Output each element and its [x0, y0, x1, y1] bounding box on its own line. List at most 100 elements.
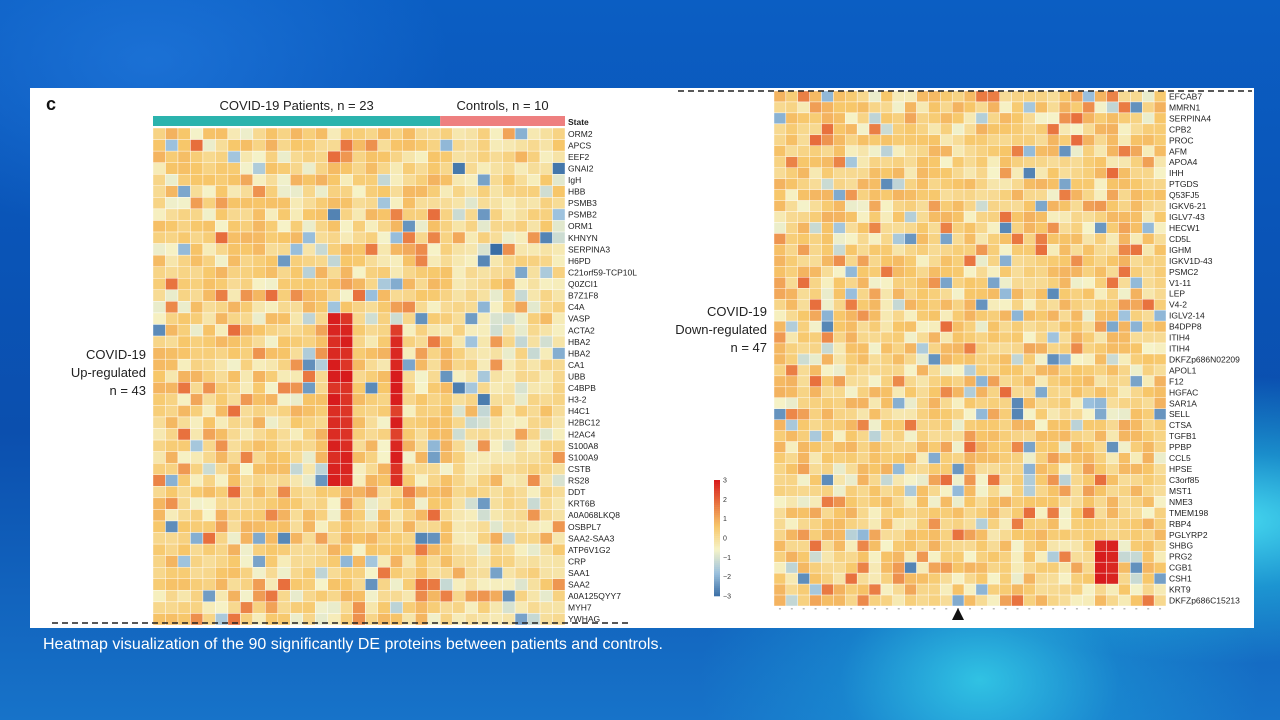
heatmap-cell	[527, 335, 541, 348]
heatmap-cell	[916, 331, 929, 344]
heatmap-cell	[1070, 178, 1084, 190]
heatmap-cell	[502, 567, 516, 579]
heatmap-cell	[514, 231, 528, 244]
heatmap-cell	[1153, 364, 1167, 377]
row-label: VASP	[568, 314, 590, 324]
heatmap-cell	[940, 266, 953, 278]
heatmap-cell	[227, 555, 241, 568]
heatmap-cell	[1023, 507, 1036, 519]
heatmap-cell	[1094, 211, 1107, 223]
heatmap-cell	[1047, 419, 1060, 431]
heatmap-cell	[365, 543, 378, 556]
column-tick	[802, 608, 805, 610]
heatmap-cell	[1118, 397, 1131, 409]
heatmap-cell	[1118, 101, 1131, 114]
heatmap-cell	[1058, 189, 1072, 201]
heatmap-cell	[1094, 145, 1107, 157]
row-label: OSBPL7	[568, 522, 601, 532]
colorbar-swatch	[714, 509, 720, 512]
heatmap-cell	[290, 462, 304, 475]
heatmap-cell	[1153, 408, 1167, 420]
row-label: GNAI2	[568, 163, 594, 173]
heatmap-cell	[265, 301, 279, 314]
heatmap-cell	[290, 150, 304, 163]
heatmap-cell	[1130, 485, 1143, 497]
heatmap-cell	[785, 551, 798, 563]
heatmap-cell	[414, 578, 428, 591]
heatmap-cell	[464, 509, 478, 522]
heatmap-cell	[377, 301, 391, 314]
heatmap-cell	[227, 601, 241, 614]
heatmap-cell	[821, 156, 834, 168]
heatmap-cell	[190, 590, 204, 603]
heatmap-cell	[904, 540, 917, 552]
heatmap-cell	[489, 439, 503, 452]
heatmap-cell	[821, 211, 834, 223]
heatmap-cell	[904, 572, 917, 585]
colorbar-swatch	[714, 580, 720, 583]
heatmap-cell	[999, 90, 1012, 103]
heatmap-cell	[439, 324, 453, 337]
heatmap-cell	[527, 370, 541, 383]
heatmap-cell	[489, 532, 503, 545]
row-label: PRG2	[1169, 552, 1192, 562]
heatmap-cell	[1153, 561, 1167, 574]
heatmap-cell	[1106, 244, 1119, 256]
heatmap-cell	[821, 364, 834, 377]
heatmap-cell	[1023, 430, 1036, 442]
heatmap-cell	[833, 189, 846, 201]
heatmap-cell	[227, 462, 241, 475]
heatmap-cell	[928, 353, 941, 366]
heatmap-cell	[868, 145, 882, 157]
colorbar-swatch	[714, 574, 720, 577]
heatmap-cell	[177, 162, 191, 175]
heatmap-cell	[1094, 200, 1107, 212]
heatmap-cell	[390, 127, 403, 140]
heatmap-cell	[975, 375, 989, 388]
heatmap-cell	[265, 451, 279, 464]
heatmap-cell	[315, 312, 328, 325]
heatmap-cell	[277, 220, 291, 233]
heatmap-cell	[821, 463, 834, 475]
heatmap-cell	[315, 208, 328, 221]
heatmap-cell	[951, 255, 965, 267]
heatmap-cell	[1035, 255, 1048, 267]
heatmap-cell	[1130, 353, 1143, 366]
heatmap-cell	[502, 127, 516, 140]
heatmap-cell	[502, 451, 516, 464]
heatmap-cell	[892, 288, 905, 300]
heatmap-cell	[327, 289, 341, 302]
heatmap-cell	[552, 613, 566, 626]
heatmap-cell	[190, 486, 204, 499]
heatmap-cell	[773, 397, 787, 409]
heatmap-cell	[240, 543, 254, 556]
heatmap-cell	[963, 583, 977, 596]
heatmap-cell	[489, 243, 503, 256]
heatmap-cell	[502, 289, 516, 302]
heatmap-cell	[892, 211, 905, 223]
heatmap-cell	[845, 561, 858, 574]
heatmap-cell	[539, 428, 553, 441]
heatmap-cell	[845, 485, 858, 497]
heatmap-cell	[1047, 594, 1060, 607]
heatmap-cell	[502, 405, 516, 418]
heatmap-cell	[315, 520, 328, 533]
heatmap-cell	[277, 312, 291, 325]
panel-label: c	[46, 94, 56, 114]
heatmap-cell	[402, 555, 416, 568]
heatmap-cell	[340, 520, 353, 533]
heatmap-cell	[1023, 331, 1036, 344]
heatmap-cell	[527, 590, 541, 603]
heatmap-cell	[1106, 364, 1119, 377]
heatmap-cell	[315, 231, 328, 244]
heatmap-cell	[252, 301, 266, 314]
heatmap-cell	[904, 200, 917, 212]
group-label: COVID-19 Patients, n = 23	[219, 98, 373, 113]
heatmap-cell	[1142, 277, 1155, 289]
heatmap-cell	[227, 312, 241, 325]
heatmap-cell	[833, 529, 846, 541]
row-label: HGFAC	[1169, 387, 1198, 397]
heatmap-cell	[975, 540, 989, 552]
heatmap-cell	[987, 255, 1000, 267]
heatmap-cell	[809, 342, 822, 355]
